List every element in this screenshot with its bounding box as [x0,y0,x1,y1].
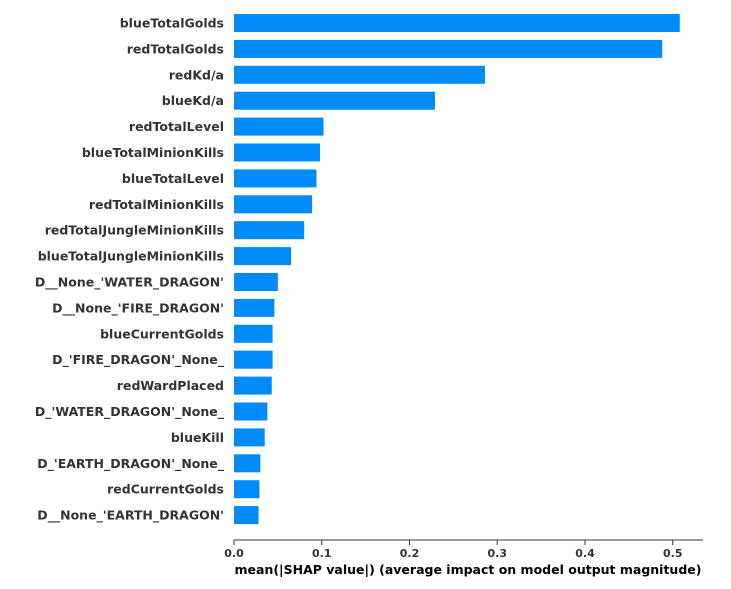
bars-layer [234,14,680,525]
bar [234,14,680,32]
category-label: D__None_'FIRE_DRAGON' [52,300,224,316]
category-label: D_'FIRE_DRAGON'_None_ [52,352,225,368]
x-axis-ticks: 0.0 0.1 0.2 0.3 0.4 0.5 [224,540,683,560]
x-tick-label: 0.1 [312,547,332,560]
bar [234,428,265,447]
x-axis-title: mean(|SHAP value|) (average impact on mo… [235,562,702,577]
category-label: redTotalJungleMinionKills [45,223,224,238]
x-tick-label: 0.3 [488,547,508,560]
bar [234,143,320,162]
category-label: D_'WATER_DRAGON'_None_ [35,404,225,420]
category-label: redTotalGolds [127,41,224,56]
category-label: blueTotalLevel [122,171,224,186]
x-tick-label: 0.2 [400,547,420,560]
x-tick-label: 0.5 [663,547,683,560]
bar [234,195,313,214]
category-label: blueTotalGolds [120,16,224,31]
category-label: D__None_'EARTH_DRAGON' [37,508,224,524]
bar [234,454,261,473]
category-label: redCurrentGolds [107,482,224,497]
x-tick-label: 0.0 [224,547,244,560]
bar [234,39,663,58]
category-label: D_'EARTH_DRAGON'_None_ [37,456,224,472]
bar [234,506,259,525]
category-label: D__None_'WATER_DRAGON' [35,275,224,291]
bar [234,117,324,136]
category-label: blueTotalMinionKills [82,145,224,160]
bar [234,324,273,343]
category-label: blueTotalJungleMinionKills [38,249,224,264]
category-label: redKd/a [169,67,224,82]
category-labels: blueTotalGolds redTotalGolds redKd/a blueKd… [35,16,225,524]
category-label: redTotalMinionKills [89,197,224,212]
x-tick-label: 0.4 [575,547,595,560]
bar [234,402,268,421]
bar [234,376,272,395]
category-label: blueCurrentGolds [100,326,224,341]
bar [234,298,275,317]
bar [234,350,273,369]
category-label: redTotalLevel [129,119,224,134]
bar [234,221,305,240]
bar [234,91,435,110]
category-label: blueKd/a [162,93,224,108]
bar [234,480,260,499]
category-label: blueKill [171,430,224,445]
bar [234,169,317,188]
category-label: redWardPlaced [117,378,224,393]
bar [234,273,278,291]
bar [234,247,292,266]
bar [234,65,485,84]
